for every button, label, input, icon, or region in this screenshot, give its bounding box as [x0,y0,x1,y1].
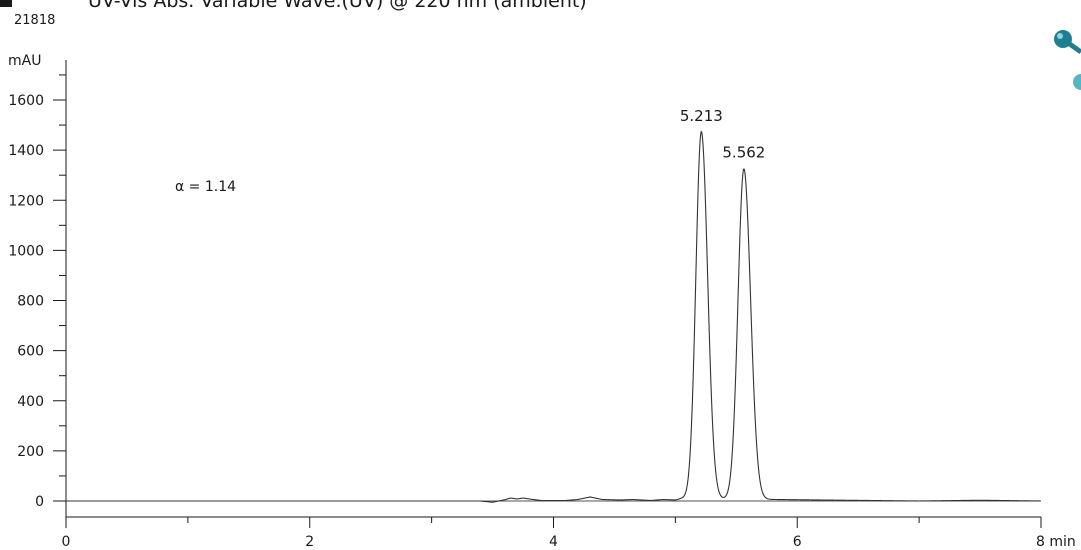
y-tick-label: 600 [17,344,44,360]
x-tick-label: 4 [549,534,558,550]
x-tick-label: 2 [305,534,314,550]
chromatogram-trace [66,130,1042,503]
y-tick-label: 400 [17,394,44,410]
y-tick-label: 1400 [8,143,44,159]
y-tick-label: 1600 [8,93,44,109]
y-ticks: 0 200 400 600 800 1000 1200 1400 1600 [8,74,66,510]
y-tick-label: 800 [17,294,44,310]
x-tick-label: 8 min [1036,534,1076,550]
chart-title: UV-Vis Abs. Variable Wave.(UV) @ 220 nm … [88,0,587,12]
y-axis-label: mAU [8,53,41,69]
x-tick-label: 6 [793,534,802,550]
y-tick-label: 1000 [8,243,44,259]
run-number: 21818 [14,13,55,28]
y-tick-label: 200 [17,444,44,460]
header-marker [0,0,12,7]
peak-label: 5.562 [722,144,765,162]
y-tick-label: 0 [35,494,44,510]
x-tick-label: 0 [62,534,71,550]
chart-axes: mAU [8,53,1041,520]
chart-header: UV-Vis Abs. Variable Wave.(UV) @ 220 nm … [0,0,587,28]
x-ticks: 0 2 4 6 8 min [62,517,1076,550]
molecule-icon [1054,30,1081,90]
peak-label: 5.213 [680,107,723,125]
y-tick-label: 1200 [8,193,44,209]
peak-labels: 5.213 5.562 [680,107,765,162]
selectivity-annotation: α = 1.14 [175,179,236,195]
